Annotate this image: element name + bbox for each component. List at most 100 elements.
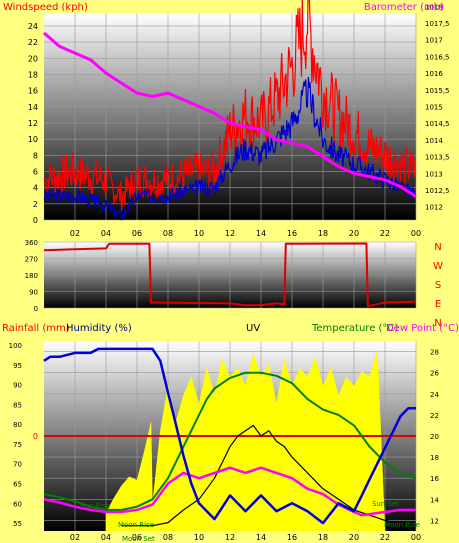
temperature-tick-label: 14 (430, 496, 439, 504)
barometer-tick-label: 1016,5 (425, 53, 450, 61)
temperature-tick-label: 28 (430, 349, 439, 357)
x-tick-label: 20 (349, 229, 359, 238)
astronomy-label: Sun Set (372, 500, 399, 508)
wind-tick-label: 14 (28, 103, 38, 112)
wind-tick-label: 12 (28, 119, 38, 128)
temperature-tick-label: 16 (430, 475, 439, 483)
direction-y-ticks: 0 90 180 270 360 (25, 239, 38, 313)
x-tick-label: 22 (380, 229, 390, 238)
x-tick-label: 04 (101, 533, 111, 542)
barometer-tick-label: 1012 (425, 204, 443, 212)
barometer-tick-label: 1014 (425, 137, 443, 145)
direction-tick-label: 180 (25, 272, 38, 280)
direction-line (43, 242, 417, 308)
rainfall-label: Rainfall (mm) (2, 323, 70, 334)
x-tick-label: 00 (411, 533, 421, 542)
barometer-line (43, 31, 417, 198)
humidity-tick-label: 75 (13, 441, 22, 449)
wind-tick-label: 6 (33, 167, 38, 176)
humidity-tick-label: 90 (13, 382, 22, 390)
barometer-tick-label: 1016 (425, 70, 443, 78)
barometer-tick-label: 1012,5 (425, 187, 450, 195)
x-tick-label: 06 (132, 229, 142, 238)
humidity-tick-label: 95 (13, 362, 22, 370)
dewpoint-line (43, 466, 416, 517)
x-tick-label: 18 (318, 229, 328, 238)
temperature-tick-label: 12 (430, 517, 439, 525)
humidity-tick-label: 55 (13, 520, 22, 528)
barometer-tick-label: 1013,5 (425, 154, 450, 162)
direction-tick-label: 0 (34, 305, 38, 313)
secondary-black-line (121, 424, 417, 527)
x-tick-label: 20 (349, 533, 359, 542)
astronomy-label: Moon Rise (384, 521, 420, 529)
humidity-y-ticks: 55 60 65 70 75 80 85 90 95 100 0 (9, 342, 38, 528)
barometer-tick-label: 1014,5 (425, 120, 450, 128)
x-tick-label: 12 (225, 533, 235, 542)
astronomy-label: Moon Rise (118, 521, 154, 529)
uv-label: UV (246, 323, 260, 334)
x-tick-label: 04 (101, 229, 111, 238)
direction-grid (44, 241, 417, 309)
wind-tick-label: 20 (28, 54, 38, 63)
astronomy-annotations: Sun Rise Moon Rise Moon Set Sun Set Moon Ris… (80, 500, 420, 543)
x-tick-label: 14 (256, 229, 266, 238)
compass-label: N (434, 318, 441, 329)
x-tick-label: 16 (287, 229, 297, 238)
wind-tick-label: 16 (28, 87, 38, 96)
barometer-tick-label: 1017 (425, 37, 443, 45)
astronomy-label: Sun Rise (80, 502, 110, 510)
wind-series (43, 0, 417, 221)
x-tick-label: 08 (163, 229, 173, 238)
dewpoint-label: Dew Point (°C) (386, 323, 459, 334)
temperature-tick-label: 22 (430, 412, 439, 420)
avgwind-line (43, 76, 416, 221)
temperature-y-ticks: 12 14 16 18 20 22 24 26 28 (430, 349, 439, 526)
wind-tick-label: 10 (28, 135, 38, 144)
temperature-tick-label: 26 (430, 370, 439, 378)
barometer-tick-label: 1017,5 (425, 20, 450, 28)
barometer-y-ticks: 1012 1012,5 1013 1013,5 1014 1014,5 1015 1015,5… (425, 3, 450, 211)
compass-label: E (435, 299, 441, 310)
temperature-tick-label: 18 (430, 454, 439, 462)
humidity-tick-label: 70 (13, 461, 22, 469)
barometer-tick-label: 1013 (425, 170, 443, 178)
astronomy-label: Moon Set (122, 535, 155, 543)
climate-series (43, 347, 417, 532)
wind-tick-label: 22 (28, 38, 38, 47)
temperature-label: Temperature (°C) (311, 323, 398, 334)
wind-tick-label: 4 (33, 184, 38, 193)
humidity-label: Humidity (%) (66, 323, 132, 334)
wind-tick-label: 0 (33, 216, 38, 225)
x-tick-label: 14 (256, 533, 266, 542)
wind-tick-label: 8 (33, 151, 38, 160)
x-tick-label: 10 (194, 533, 204, 542)
climate-x-ticks: 02 04 06 08 10 12 14 16 18 20 22 00 (70, 533, 421, 542)
humidity-tick-label: 100 (9, 342, 22, 350)
x-tick-label: 22 (380, 533, 390, 542)
x-tick-label: 10 (194, 229, 204, 238)
barometer-tick-label: 1018 (425, 3, 443, 11)
direction-tick-label: 90 (29, 289, 38, 297)
wind-tick-label: 24 (28, 22, 38, 31)
x-tick-label: 18 (318, 533, 328, 542)
wind-x-ticks: 02 04 06 08 10 12 14 16 18 20 22 00 (70, 229, 421, 238)
direction-series (43, 242, 417, 308)
x-tick-label: 08 (163, 533, 173, 542)
humidity-line (43, 347, 416, 525)
temperature-tick-label: 20 (430, 433, 439, 441)
compass-label: S (435, 280, 441, 291)
windspeed-line (43, 0, 416, 211)
rainfall-tick-label: 0 (33, 432, 38, 441)
barometer-axis-label: Barometer (mb) (364, 2, 444, 13)
humidity-tick-label: 65 (13, 481, 22, 489)
x-tick-label: 12 (225, 229, 235, 238)
wind-tick-label: 2 (33, 200, 38, 209)
compass-label: W (433, 261, 443, 272)
compass-label: N (434, 242, 441, 253)
x-tick-label: 02 (70, 533, 80, 542)
temperature-tick-label: 24 (430, 391, 439, 399)
